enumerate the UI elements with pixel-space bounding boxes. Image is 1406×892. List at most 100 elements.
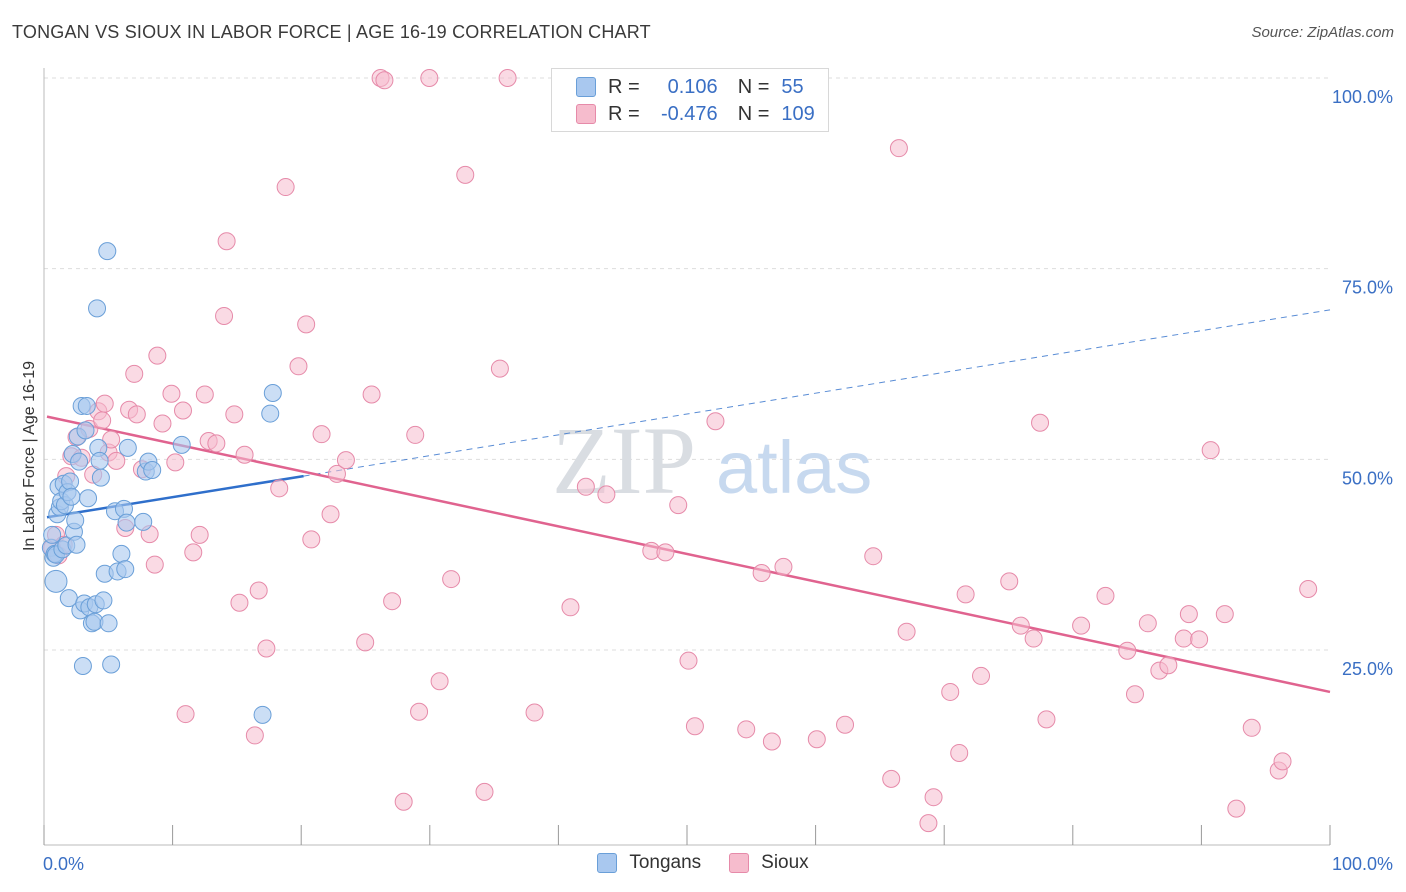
- sioux-point: [176, 705, 195, 724]
- sioux-point: [679, 651, 698, 670]
- tongans-point: [62, 487, 81, 506]
- y-axis-label: In Labor Force | Age 16-19: [21, 361, 38, 551]
- tongans-point: [116, 560, 135, 579]
- tongans-n-label: N =: [737, 75, 770, 98]
- sioux-point: [924, 788, 943, 807]
- sioux-point: [225, 405, 244, 424]
- sioux-point: [762, 732, 781, 751]
- sioux-point: [475, 782, 494, 801]
- sioux-point: [706, 412, 725, 431]
- sioux-point: [1299, 579, 1318, 598]
- tongans-point: [253, 705, 272, 724]
- sioux-point: [1000, 572, 1019, 591]
- sioux-point: [327, 464, 346, 483]
- tongans-point: [76, 421, 95, 440]
- tongans-r-label: R =: [608, 75, 640, 98]
- sioux-point: [864, 547, 883, 566]
- sioux-point: [941, 682, 960, 701]
- trend-lines: [46, 309, 1331, 694]
- tongans-point: [73, 657, 92, 676]
- sioux-point: [249, 581, 268, 600]
- tick-labels: 25.0% 50.0% 75.0% 100.0% 0.0% 100.0%: [43, 87, 1393, 874]
- tongans-point: [117, 513, 136, 532]
- tongans-point: [94, 591, 113, 610]
- sioux-point: [215, 306, 234, 325]
- sioux-point: [302, 530, 321, 549]
- tongans-point: [98, 242, 117, 261]
- sioux-point: [162, 384, 181, 403]
- axes: [43, 68, 1331, 846]
- sioux-point: [889, 139, 908, 158]
- tongans-point: [88, 299, 107, 318]
- tongans-swatch: [576, 77, 596, 97]
- sioux-point: [737, 720, 756, 739]
- sioux-point: [95, 394, 114, 413]
- y-tick-label-75: 75.0%: [1342, 278, 1393, 298]
- sioux-point: [375, 71, 394, 90]
- sioux-point: [972, 666, 991, 685]
- sioux-point: [430, 672, 449, 691]
- tongans-point: [90, 451, 109, 470]
- sioux-point: [217, 232, 236, 251]
- sioux-point: [153, 414, 172, 433]
- correlation-legend: R = 0.106 N = 55 R = -0.476 N = 109: [551, 68, 829, 132]
- sioux-n-label: N =: [737, 102, 770, 125]
- tongans-point: [79, 489, 98, 508]
- sioux-point: [1179, 605, 1198, 624]
- sioux-point: [420, 69, 439, 87]
- sioux-point: [897, 622, 916, 641]
- sioux-n-value: 109: [781, 102, 815, 125]
- sioux-point: [190, 525, 209, 544]
- chart-title: TONGAN VS SIOUX IN LABOR FORCE | AGE 16-…: [12, 22, 651, 42]
- sioux-point: [1096, 586, 1115, 605]
- sioux-point: [882, 769, 901, 788]
- sioux-point: [1024, 629, 1043, 648]
- sioux-point: [1190, 630, 1209, 649]
- legend-item-sioux[interactable]: Sioux: [729, 852, 809, 874]
- sioux-point: [336, 451, 355, 470]
- sioux-point: [1242, 718, 1261, 737]
- tongans-trend-line: [46, 474, 304, 519]
- sioux-point: [669, 496, 688, 515]
- sioux-point: [490, 359, 509, 378]
- legend-item-tongans[interactable]: Tongans: [597, 852, 701, 874]
- sioux-point: [1125, 685, 1144, 704]
- tongans-point: [261, 404, 280, 423]
- sioux-r-label: R =: [608, 102, 640, 125]
- sioux-point: [456, 165, 475, 184]
- tongans-point: [44, 569, 68, 593]
- series-legend: Tongans Sioux: [0, 852, 1406, 874]
- tongans-legend-swatch: [597, 853, 618, 873]
- tongans-r-value: 0.106: [667, 75, 718, 98]
- sioux-point: [230, 593, 249, 612]
- sioux-point: [1215, 605, 1234, 624]
- sioux-point: [576, 477, 595, 496]
- sioux-point: [442, 570, 461, 589]
- tongans-point: [143, 461, 162, 480]
- sioux-trend-line: [46, 415, 1331, 694]
- tongans-legend-label: Tongans: [629, 852, 702, 873]
- sioux-point: [1138, 614, 1157, 633]
- sioux-point: [597, 485, 616, 504]
- tongans-point: [43, 525, 62, 544]
- sioux-point: [257, 639, 276, 658]
- sioux-point: [195, 385, 214, 404]
- tongans-point: [134, 512, 153, 531]
- tongans-point: [61, 472, 80, 491]
- sioux-point: [752, 563, 771, 582]
- tongans-point: [70, 452, 89, 471]
- sioux-legend-swatch: [729, 853, 750, 873]
- watermark-zip: ZIP: [552, 407, 696, 514]
- legend-row-sioux: R = -0.476 N = 109: [576, 102, 815, 126]
- sioux-legend-label: Sioux: [761, 852, 809, 873]
- sioux-point: [1227, 799, 1246, 818]
- sioux-point: [1174, 629, 1193, 648]
- tongans-point: [263, 383, 282, 402]
- sioux-point: [235, 445, 254, 464]
- sioux-point: [245, 726, 264, 745]
- sioux-point: [270, 479, 289, 498]
- sioux-point: [127, 405, 146, 424]
- zipatlas-watermark: ZIP atlas: [552, 407, 872, 514]
- sioux-point: [1072, 616, 1091, 635]
